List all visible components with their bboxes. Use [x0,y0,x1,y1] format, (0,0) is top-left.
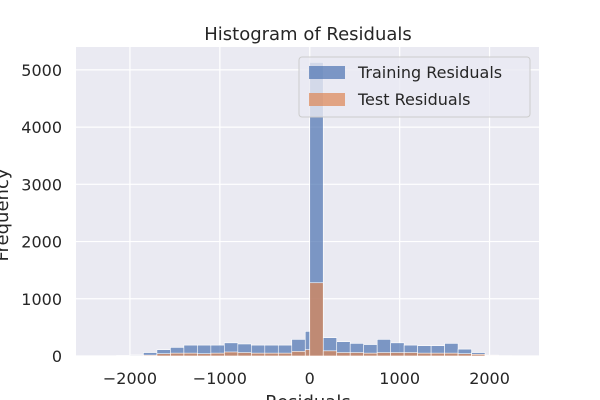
histogram-bar [349,352,364,357]
histogram-bar [264,352,279,357]
x-tick-label: 2000 [469,369,510,388]
histogram-bar [129,355,144,357]
bars [116,62,513,357]
legend: Training Residuals Test Residuals [298,56,531,118]
y-tick-label: 3000 [21,175,62,194]
histogram-bar [376,352,391,357]
histogram-bar [484,355,499,357]
histogram-bar [444,352,459,357]
histogram-bar [430,352,445,357]
histogram-bar [336,352,351,357]
histogram-bar [457,353,472,357]
histogram-bar [224,351,239,357]
x-tick-label: 1000 [379,369,420,388]
x-axis-label: Residuals [265,392,350,400]
histogram-bar [156,353,171,357]
histogram-bar [390,352,405,357]
histogram-bar [363,352,378,357]
x-tick-label: −1000 [193,369,247,388]
legend-entry: Test Residuals [357,90,471,109]
x-tick-label: −2000 [103,369,157,388]
legend-frame [298,56,531,118]
y-tick-label: 4000 [21,118,62,137]
tick-labels: −2000 −1000 0 1000 2000 0 1000 2000 3000 4000 5000 [21,61,510,388]
histogram-bar [322,350,338,357]
histogram-bar [237,352,252,357]
histogram-bar [417,352,432,357]
histogram-bar [277,352,293,357]
chart-title: Histogram of Residuals [204,24,412,45]
histogram-bar [210,352,225,357]
histogram-bar [143,354,158,357]
histogram-bar [170,352,185,357]
x-tick-label: 0 [305,369,315,388]
histogram-bar [197,353,212,357]
histogram-bar [403,352,418,357]
histogram-bar [251,352,266,357]
histogram-bar [183,352,198,357]
series-test [116,282,513,357]
histogram-bar [304,349,311,357]
legend-swatch [309,93,345,106]
y-tick-label: 2000 [21,233,62,252]
y-axis-label: Frequency [0,168,13,261]
y-tick-label: 1000 [21,290,62,309]
histogram-bar [291,351,306,357]
legend-swatch [309,66,345,79]
y-tick-label: 5000 [21,61,62,80]
histogram-bar [309,282,324,357]
histogram-bar [471,353,486,357]
y-tick-label: 0 [52,347,62,366]
legend-entry: Training Residuals [357,63,502,82]
